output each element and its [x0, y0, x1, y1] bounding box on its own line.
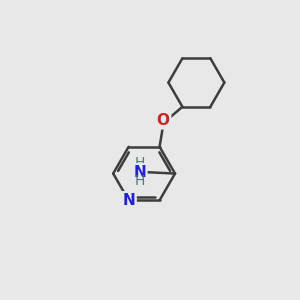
Text: N: N	[133, 165, 146, 180]
Text: H: H	[134, 156, 145, 170]
Text: O: O	[157, 113, 169, 128]
Text: N: N	[122, 193, 135, 208]
Text: H: H	[134, 174, 145, 188]
